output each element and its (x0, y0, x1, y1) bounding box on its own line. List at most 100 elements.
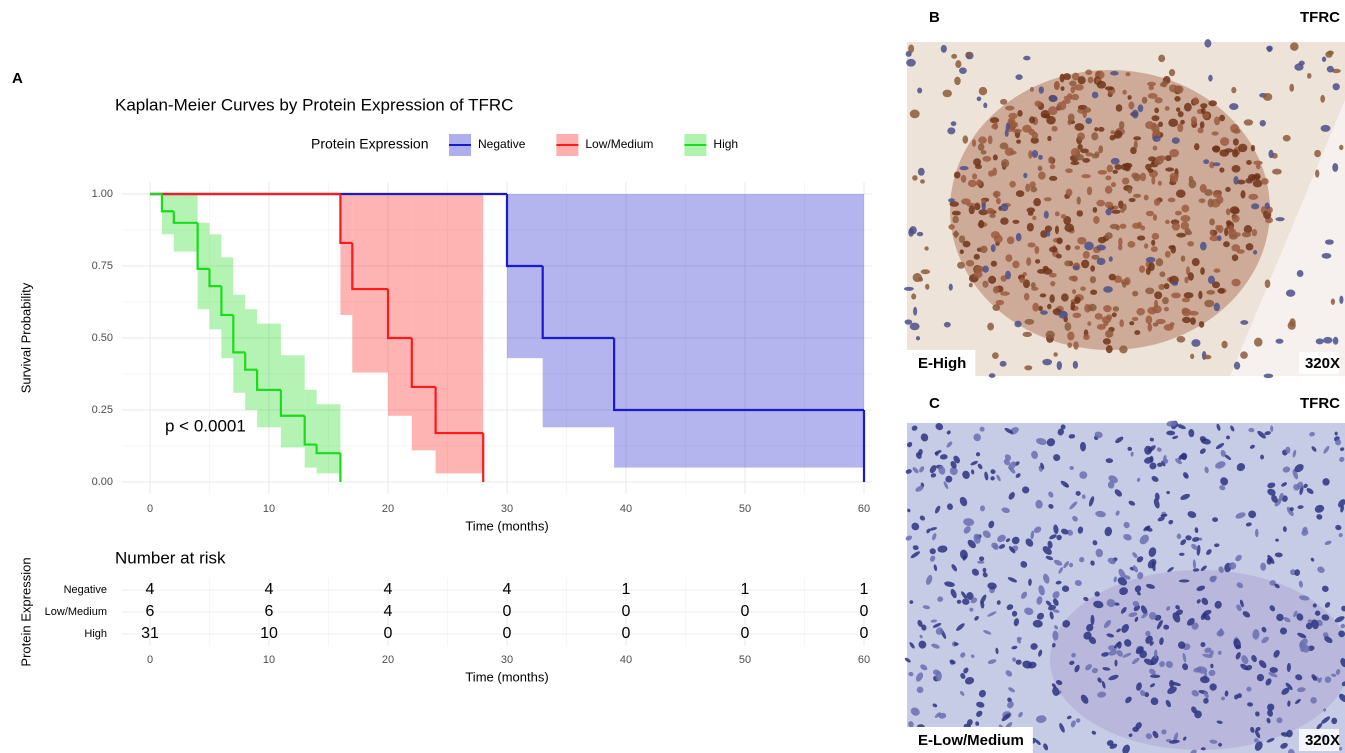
cell-nucleus (1130, 451, 1134, 457)
cell-nucleus (1029, 86, 1034, 92)
cell-nucleus (1323, 445, 1330, 454)
cell-nucleus (1067, 342, 1073, 348)
cell-nucleus (1029, 181, 1036, 189)
cell-nucleus (1034, 100, 1042, 107)
cell-nucleus (1295, 698, 1301, 704)
cell-nucleus (1028, 578, 1032, 586)
cell-nucleus (1321, 252, 1332, 259)
cell-nucleus (1321, 716, 1331, 724)
risk-count: 6 (265, 603, 274, 620)
cell-nucleus (1158, 283, 1165, 290)
risk-count: 0 (622, 603, 631, 620)
cell-nucleus (1049, 246, 1058, 253)
cell-nucleus (1149, 668, 1156, 675)
cell-nucleus (1105, 458, 1114, 464)
cell-nucleus (1280, 742, 1288, 749)
cell-nucleus (968, 205, 975, 215)
cell-nucleus (1332, 83, 1340, 91)
cell-nucleus (1247, 702, 1254, 707)
cell-nucleus (1096, 244, 1107, 251)
cell-nucleus (1200, 565, 1207, 572)
cell-nucleus (1074, 296, 1081, 304)
cell-nucleus (990, 260, 998, 267)
cell-nucleus (949, 466, 958, 476)
cell-nucleus (1199, 241, 1207, 251)
cell-nucleus (1273, 649, 1280, 658)
cell-nucleus (1143, 194, 1149, 201)
cell-nucleus (1001, 159, 1010, 168)
cell-nucleus (1233, 175, 1239, 185)
cell-nucleus (1153, 649, 1158, 659)
cell-nucleus (1115, 224, 1120, 231)
cell-nucleus (1174, 96, 1181, 102)
cell-nucleus (965, 259, 975, 267)
cell-nucleus (966, 592, 974, 600)
cell-nucleus (1237, 693, 1242, 699)
cell-nucleus (1048, 156, 1054, 164)
cell-nucleus (1340, 658, 1345, 668)
cell-nucleus (1110, 70, 1119, 76)
cell-nucleus (1314, 610, 1321, 616)
cell-nucleus (1087, 76, 1094, 84)
confidence-band (340, 194, 353, 315)
cell-nucleus (939, 454, 948, 460)
cell-nucleus (1127, 187, 1132, 194)
cell-nucleus (1038, 305, 1043, 312)
cell-nucleus (1136, 221, 1143, 229)
cell-nucleus (1194, 143, 1200, 151)
cell-nucleus (1092, 540, 1098, 546)
cell-nucleus (1287, 700, 1291, 707)
cell-nucleus (1132, 601, 1140, 607)
cell-nucleus (1105, 329, 1114, 338)
cell-nucleus (1004, 147, 1015, 156)
cell-nucleus (1043, 743, 1049, 751)
cell-nucleus (935, 451, 939, 456)
cell-nucleus (1070, 301, 1076, 311)
cell-nucleus (938, 465, 946, 475)
cell-nucleus (1185, 266, 1191, 276)
cell-nucleus (1122, 744, 1130, 753)
cell-nucleus (1151, 232, 1160, 240)
cell-nucleus (1070, 720, 1076, 728)
cell-nucleus (1228, 562, 1237, 570)
cell-nucleus (1209, 161, 1215, 169)
cell-nucleus (1192, 559, 1196, 570)
cell-nucleus (1131, 316, 1139, 321)
cell-nucleus (947, 503, 953, 510)
legend-label: Low/Medium (585, 137, 653, 151)
cell-nucleus (1158, 54, 1166, 63)
cell-nucleus (1032, 302, 1040, 312)
cell-nucleus (1267, 554, 1275, 564)
cell-nucleus (1279, 627, 1288, 635)
cell-nucleus (1070, 86, 1076, 94)
cell-nucleus (1183, 102, 1192, 112)
cell-nucleus (934, 505, 941, 514)
cell-nucleus (1315, 169, 1320, 178)
cell-nucleus (1036, 612, 1045, 620)
cell-nucleus (1181, 308, 1192, 317)
cell-nucleus (1206, 290, 1216, 295)
cell-nucleus (1297, 632, 1307, 639)
cell-nucleus (1261, 626, 1267, 633)
cell-nucleus (1153, 498, 1160, 509)
survival-step (232, 314, 246, 354)
cell-nucleus (1070, 93, 1080, 101)
cell-nucleus (1254, 741, 1263, 751)
cell-nucleus (1094, 431, 1103, 439)
cell-nucleus (1166, 606, 1171, 611)
cell-nucleus (973, 433, 981, 442)
cell-nucleus (990, 244, 996, 253)
cell-nucleus (1168, 739, 1180, 744)
cell-nucleus (943, 321, 951, 328)
cell-nucleus (1048, 491, 1054, 498)
cell-nucleus (1215, 443, 1225, 450)
cell-nucleus (1067, 113, 1075, 122)
cell-nucleus (1184, 276, 1189, 284)
cell-nucleus (1086, 186, 1093, 196)
cell-nucleus (980, 150, 987, 155)
y-tick-label: 0.00 (92, 476, 113, 488)
cell-nucleus (1220, 477, 1229, 486)
cell-nucleus (1294, 464, 1304, 473)
cell-nucleus (1224, 454, 1232, 460)
cell-nucleus (1245, 522, 1252, 527)
